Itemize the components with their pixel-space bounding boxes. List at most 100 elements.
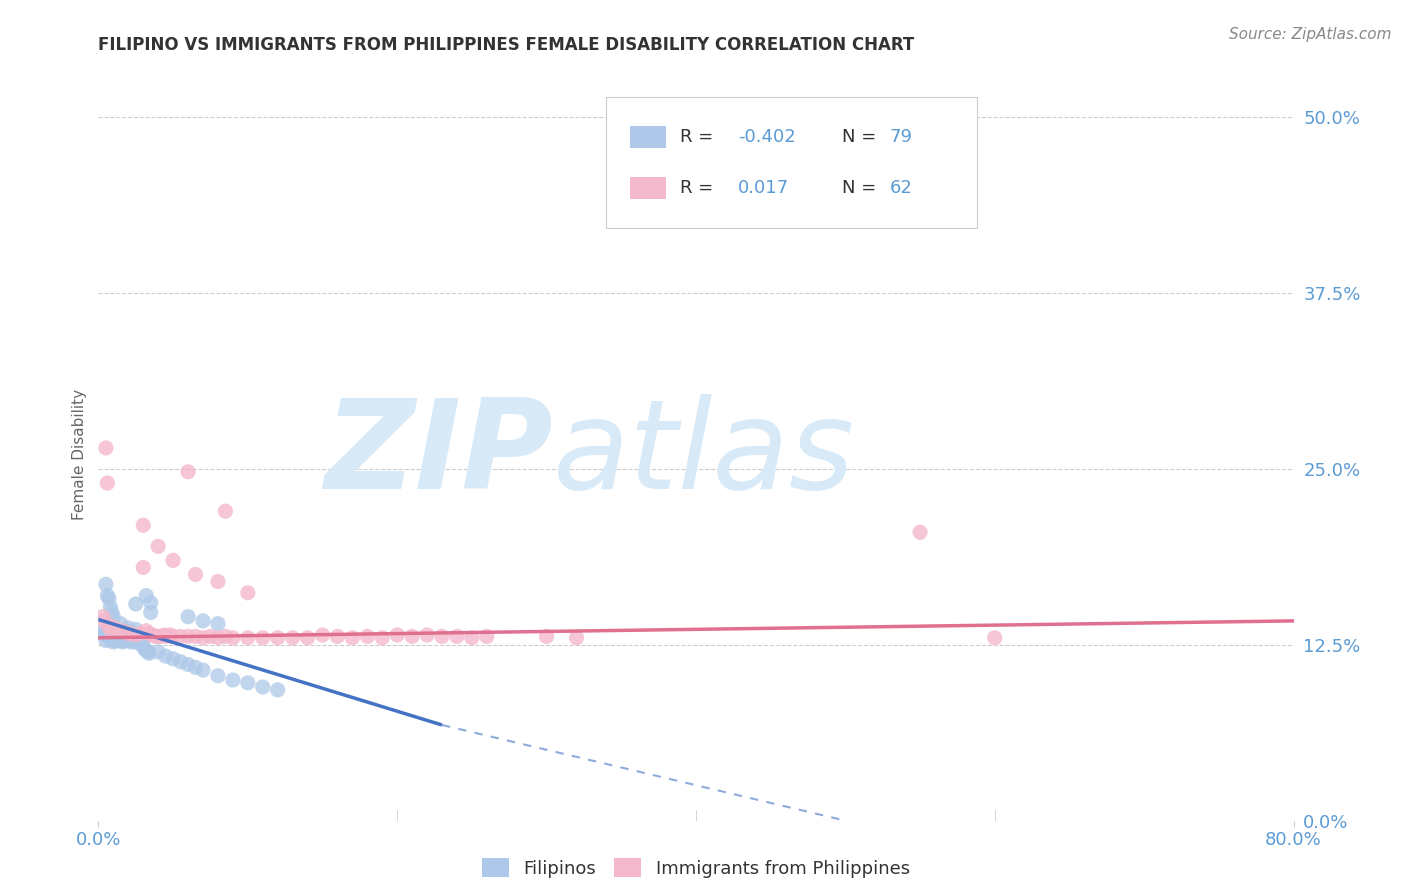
Point [118, 633, 141, 648]
Point [112, 626, 135, 640]
Point [297, 631, 319, 645]
Point [162, 553, 184, 567]
Point [96, 623, 118, 637]
Point [177, 609, 200, 624]
Point [214, 504, 236, 518]
Point [101, 629, 124, 643]
Point [222, 631, 245, 645]
Point [162, 652, 184, 666]
Point [134, 642, 156, 657]
Point [169, 629, 191, 643]
Point [97, 625, 120, 640]
Point [132, 518, 155, 533]
Point [135, 624, 157, 638]
Point [105, 623, 128, 637]
Point [311, 628, 333, 642]
Point [148, 629, 170, 643]
Point [117, 632, 139, 647]
Point [148, 645, 170, 659]
Point [93, 614, 115, 628]
Point [111, 624, 134, 638]
Point [385, 628, 409, 642]
Point [94, 633, 117, 648]
Point [117, 626, 139, 640]
Point [416, 628, 439, 642]
Text: R =: R = [681, 179, 725, 197]
Point [136, 645, 159, 659]
Point [93, 626, 115, 640]
Point [114, 633, 136, 648]
Point [108, 626, 131, 640]
Point [96, 476, 118, 491]
Point [112, 632, 135, 647]
Point [94, 441, 117, 455]
Point [129, 636, 152, 650]
Point [177, 465, 200, 479]
Point [111, 629, 134, 643]
Point [125, 635, 148, 649]
Point [114, 628, 136, 642]
Point [446, 629, 468, 643]
Point [222, 673, 245, 687]
Point [104, 626, 127, 640]
Point [430, 629, 453, 643]
Point [120, 629, 142, 643]
Point [326, 629, 349, 643]
Text: N =: N = [842, 128, 882, 145]
Point [121, 631, 143, 645]
Point [135, 589, 157, 603]
Point [984, 631, 1007, 645]
Bar [630, 177, 666, 199]
Point [155, 649, 177, 664]
Text: 0.017: 0.017 [738, 179, 789, 197]
Point [252, 680, 274, 694]
Point [207, 631, 229, 645]
Text: ZIP: ZIP [323, 394, 553, 516]
Point [461, 631, 484, 645]
Point [107, 625, 129, 640]
Point [129, 626, 152, 640]
Point [105, 628, 128, 642]
Text: 79: 79 [890, 128, 912, 145]
Point [100, 599, 122, 614]
Point [169, 655, 191, 669]
Point [97, 631, 120, 645]
Point [110, 632, 132, 647]
Point [101, 624, 124, 638]
Point [103, 631, 125, 645]
Point [177, 657, 200, 672]
Point [236, 675, 259, 690]
Point [143, 629, 166, 643]
Point [184, 567, 207, 582]
Point [108, 633, 131, 648]
Y-axis label: Female Disability: Female Disability [72, 389, 87, 521]
Point [108, 624, 131, 638]
Point [96, 629, 118, 643]
Point [141, 628, 163, 642]
Point [124, 633, 146, 648]
Point [148, 539, 170, 553]
Point [135, 643, 157, 657]
Text: FILIPINO VS IMMIGRANTS FROM PHILIPPINES FEMALE DISABILITY CORRELATION CHART: FILIPINO VS IMMIGRANTS FROM PHILIPPINES … [98, 36, 915, 54]
Point [207, 574, 229, 589]
Point [565, 631, 588, 645]
Point [371, 631, 394, 645]
Point [107, 631, 129, 645]
Point [132, 560, 155, 574]
Point [132, 639, 155, 653]
Point [401, 629, 423, 643]
Point [91, 609, 114, 624]
Point [150, 629, 173, 643]
Point [162, 629, 184, 643]
Point [191, 631, 214, 645]
Point [125, 623, 148, 637]
Point [207, 669, 229, 683]
Text: atlas: atlas [553, 394, 855, 516]
Point [138, 646, 160, 660]
Point [267, 631, 290, 645]
Point [97, 619, 120, 633]
Point [475, 629, 498, 643]
Point [105, 633, 128, 648]
Point [138, 626, 160, 640]
Point [117, 625, 139, 640]
